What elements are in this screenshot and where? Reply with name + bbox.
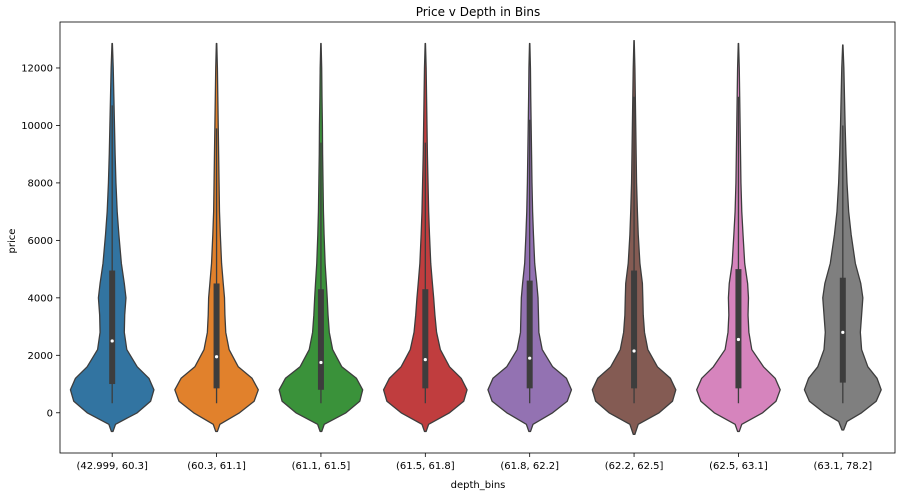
x-tick-label: (61.5, 61.8] [396,461,455,472]
violin-iqr-box [317,289,324,390]
violin-median [319,360,323,365]
x-axis-label: depth_bins [451,480,506,491]
y-tick-label: 0 [47,408,53,419]
x-tick-label: (62.2, 62.5] [605,461,664,472]
y-tick-label: 12000 [21,63,53,74]
violins-group [69,40,882,435]
y-tick-label: 4000 [28,293,53,304]
x-tick-label: (61.8, 62.2] [500,461,559,472]
y-axis: 0 2000 4000 6000 8000 10000 12000 [21,63,60,419]
violin-median [841,330,845,334]
violin-iqr-box [839,277,846,383]
x-tick-label: (62.5, 63.1] [709,461,768,472]
y-tick-label: 8000 [28,178,53,189]
violin-iqr-box [526,280,533,389]
violin-iqr-box [735,269,742,389]
x-tick-label: (42.999, 60.3] [76,461,148,472]
y-tick-label: 6000 [28,236,53,247]
violin-median [528,356,532,360]
violin-iqr-box [422,289,429,389]
violin-iqr-box [213,283,220,389]
y-tick-label: 10000 [21,121,53,132]
x-tick-label: (63.1, 78.2] [813,461,872,472]
y-tick-label: 2000 [28,351,53,362]
violin-iqr-box [109,270,116,385]
violin-median [736,337,741,342]
violin-median [423,358,427,362]
violin-median [214,355,219,359]
chart-title: Price v Depth in Bins [416,5,541,19]
x-tick-label: (61.1, 61.5] [292,461,351,472]
violin-iqr-box [631,270,638,389]
x-axis: (42.999, 60.3] (60.3, 61.1] (61.1, 61.5] (6… [76,453,872,472]
y-axis-label: price [7,229,18,254]
violin-median [632,349,636,353]
x-tick-label: (60.3, 61.1] [187,461,246,472]
plot-frame [59,21,896,454]
violin-median [110,339,114,343]
